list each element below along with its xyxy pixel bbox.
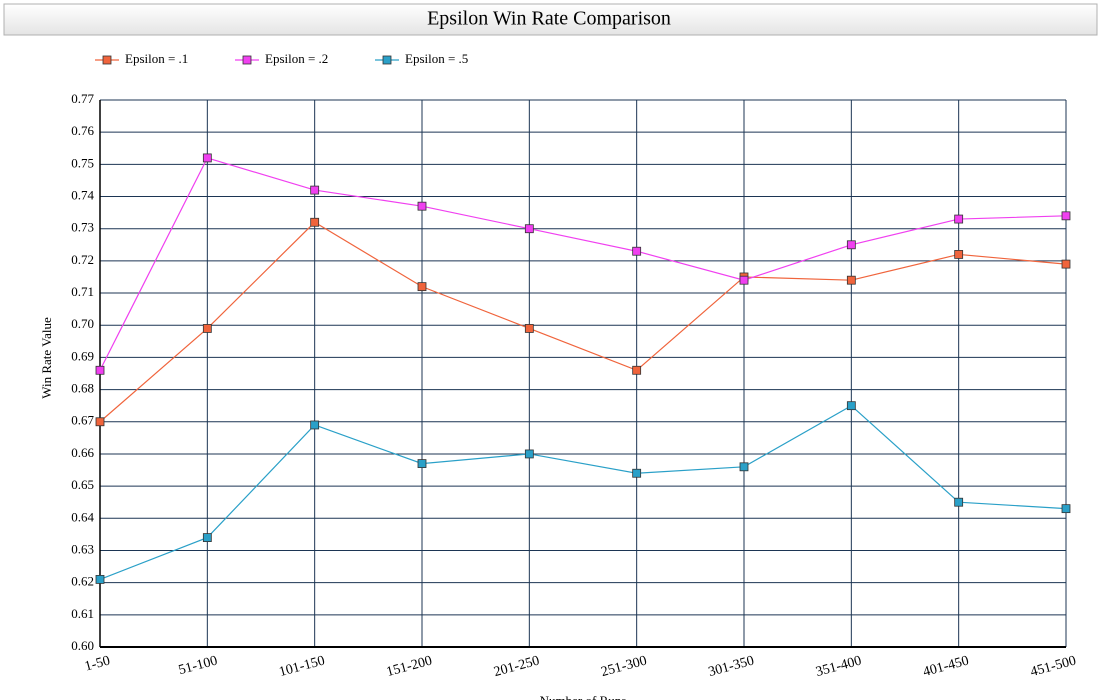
point-marker (954, 214, 964, 224)
y-tick-label: 0.76 (71, 123, 94, 138)
point-marker (417, 459, 427, 468)
point-marker (1061, 259, 1071, 269)
y-tick-label: 0.60 (71, 638, 94, 653)
series-line (99, 404, 1067, 580)
y-axis-title: Win Rate Value (39, 317, 54, 399)
point-marker (632, 246, 642, 256)
legend-label: Epsilon = .5 (405, 51, 468, 66)
point-marker (1061, 504, 1071, 514)
point-marker (846, 401, 856, 411)
chart-title: Epsilon Win Rate Comparison (427, 8, 671, 30)
x-tick-label: 151-200 (385, 653, 434, 680)
y-tick-label: 0.61 (71, 606, 94, 621)
y-tick-label: 0.71 (71, 284, 94, 299)
point-marker (1061, 211, 1071, 221)
point-marker (632, 468, 642, 478)
x-tick-label: 401-450 (922, 653, 971, 680)
legend-marker (102, 55, 112, 65)
point-marker (310, 185, 320, 195)
x-tick-label: 201-250 (492, 653, 541, 680)
y-tick-label: 0.74 (71, 188, 94, 203)
point-marker (954, 497, 964, 507)
point-marker (739, 462, 749, 472)
y-tick-label: 0.62 (71, 574, 94, 589)
x-tick-label: 251-300 (600, 653, 649, 680)
y-tick-label: 0.75 (71, 155, 94, 170)
x-tick-label: 451-500 (1029, 653, 1078, 680)
series-line (99, 221, 1067, 423)
point-marker (95, 417, 105, 427)
y-tick-label: 0.67 (71, 413, 94, 428)
x-tick-label: 301-350 (707, 653, 756, 680)
point-marker (524, 324, 534, 333)
x-tick-label: 1-50 (83, 653, 112, 674)
point-marker (310, 217, 320, 227)
x-tick-label: 351-400 (814, 653, 863, 680)
point-marker (417, 201, 427, 211)
y-tick-label: 0.64 (71, 509, 94, 524)
point-marker (524, 449, 534, 459)
point-marker (202, 153, 212, 163)
legend-marker (242, 55, 252, 65)
y-tick-label: 0.77 (71, 91, 94, 106)
legend-label: Epsilon = .1 (125, 51, 188, 66)
point-marker (846, 275, 856, 285)
point-marker (954, 250, 964, 259)
point-marker (310, 420, 320, 430)
legend-label: Epsilon = .2 (265, 51, 328, 66)
point-marker (417, 282, 427, 292)
y-tick-label: 0.69 (71, 348, 94, 363)
y-tick-label: 0.72 (71, 252, 94, 267)
y-tick-label: 0.73 (71, 220, 94, 235)
point-marker (846, 240, 856, 250)
x-tick-label: 51-100 (177, 653, 219, 678)
y-tick-label: 0.63 (71, 541, 94, 556)
y-tick-label: 0.66 (71, 445, 94, 460)
point-marker (95, 575, 105, 584)
y-tick-label: 0.70 (71, 316, 94, 331)
y-tick-label: 0.65 (71, 477, 94, 492)
point-marker (202, 533, 212, 542)
series-line (99, 157, 1067, 371)
y-tick-label: 0.68 (71, 381, 94, 396)
point-marker (202, 324, 212, 333)
title-bar (3, 3, 1098, 36)
point-marker (95, 365, 105, 375)
point-marker (632, 365, 642, 375)
x-axis-title: Number of Runs (540, 693, 627, 700)
legend-marker (382, 55, 392, 65)
x-tick-label: 101-150 (278, 653, 327, 680)
point-marker (524, 224, 534, 234)
point-marker (739, 275, 749, 285)
